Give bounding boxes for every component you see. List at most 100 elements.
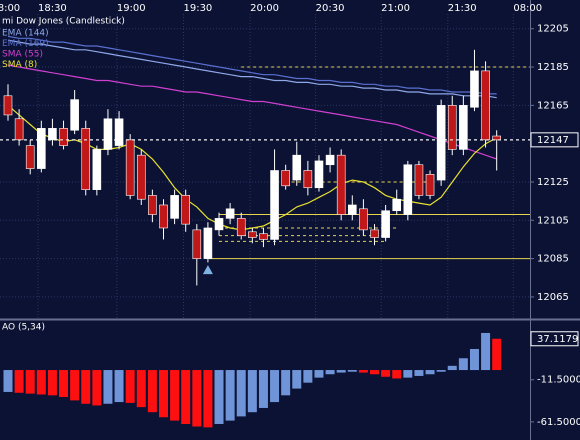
bar [270,370,280,403]
bar [492,338,502,371]
candle-body [14,118,24,141]
bar [225,370,235,421]
legend-entry: EMA (169) [2,39,49,49]
candle-body [392,198,402,212]
last-value-box [530,331,579,347]
bar [458,358,468,371]
bar [81,370,91,404]
candle-body [170,195,179,219]
candle-body [136,154,146,200]
candle-body [359,208,368,231]
y-tick-label: 12085 [537,254,569,265]
candle-body [125,139,135,196]
candle-body [347,204,357,215]
y-tick-label: -11.5000 [537,375,580,386]
bar [3,370,13,392]
x-tick-label: 08:00 [513,3,542,14]
candle-body [259,233,268,240]
candle-body [281,170,290,187]
bar [203,370,213,428]
bar [392,370,402,379]
candle-body [181,195,190,225]
bar [292,370,302,389]
candle-body [70,99,79,131]
candle-body [25,145,35,169]
bar [59,370,69,398]
candle-body [48,128,57,141]
bar [170,370,180,421]
candle-body [459,105,468,150]
candle-body [414,164,424,196]
bar [336,370,346,373]
bar [214,370,224,424]
y-tick-label: -61.5000 [537,417,580,428]
y-tick-label: 12165 [537,100,569,111]
bar [114,370,124,403]
candle-body [59,128,68,146]
bar [47,370,57,396]
x-tick-label: 18:00 [0,3,20,14]
x-tick-label: 21:30 [448,3,477,14]
bar [381,370,391,377]
last-value-label: 37.1179 [537,334,578,345]
bar [281,370,291,396]
indicator-line [7,35,497,95]
bar [181,370,191,424]
y-tick-label: 12125 [537,177,569,188]
bar [92,370,102,406]
candle-body [203,227,213,259]
candle-body [192,229,202,259]
bar [325,370,335,375]
candle-body [292,154,302,181]
bar [36,370,46,395]
bar [258,370,268,408]
bar [425,370,435,375]
bar [192,370,202,427]
bar [125,370,135,403]
bar [358,370,368,373]
candle-body [314,160,324,189]
legend-entry: SMA (8) [2,60,37,70]
bar [370,370,380,375]
candle-body [403,164,413,215]
y-tick-label: 12065 [537,292,569,303]
bar [14,370,24,393]
indicator-line [7,39,497,99]
candle-body [370,229,379,238]
x-tick-label: 20:00 [250,3,279,14]
x-tick-label: 19:00 [117,3,146,14]
legend-entry: EMA (144) [2,29,49,39]
bar [136,370,146,408]
candle-body [381,210,390,238]
bar [158,370,168,418]
candle-body [447,105,457,150]
signal-marker [202,265,213,275]
y-tick-label: 12185 [537,62,569,73]
y-tick-label: 12205 [537,24,569,35]
chart-title: mi Dow Jones (Candlestick) [2,17,125,27]
bar [403,370,413,378]
bar [103,370,113,404]
candle-body [470,70,479,108]
candle-body [270,170,279,240]
x-tick-label: 21:00 [381,3,410,14]
bar [447,365,457,371]
bar [25,370,35,394]
bar [347,370,357,372]
candle-body [92,149,102,190]
candle-body [492,135,501,141]
candle-body [436,105,446,181]
candle-body [303,170,313,189]
candle-body [103,118,113,150]
candle-body [336,154,346,215]
candle-body [236,218,246,236]
bar [236,370,246,417]
candle-body [37,128,46,169]
x-tick-label: 18:30 [38,3,67,14]
x-tick-label: 20:30 [316,3,345,14]
candle-body [425,174,435,196]
candle-body [114,118,124,146]
candle-body [81,128,91,190]
y-tick-label: 12105 [537,215,569,226]
